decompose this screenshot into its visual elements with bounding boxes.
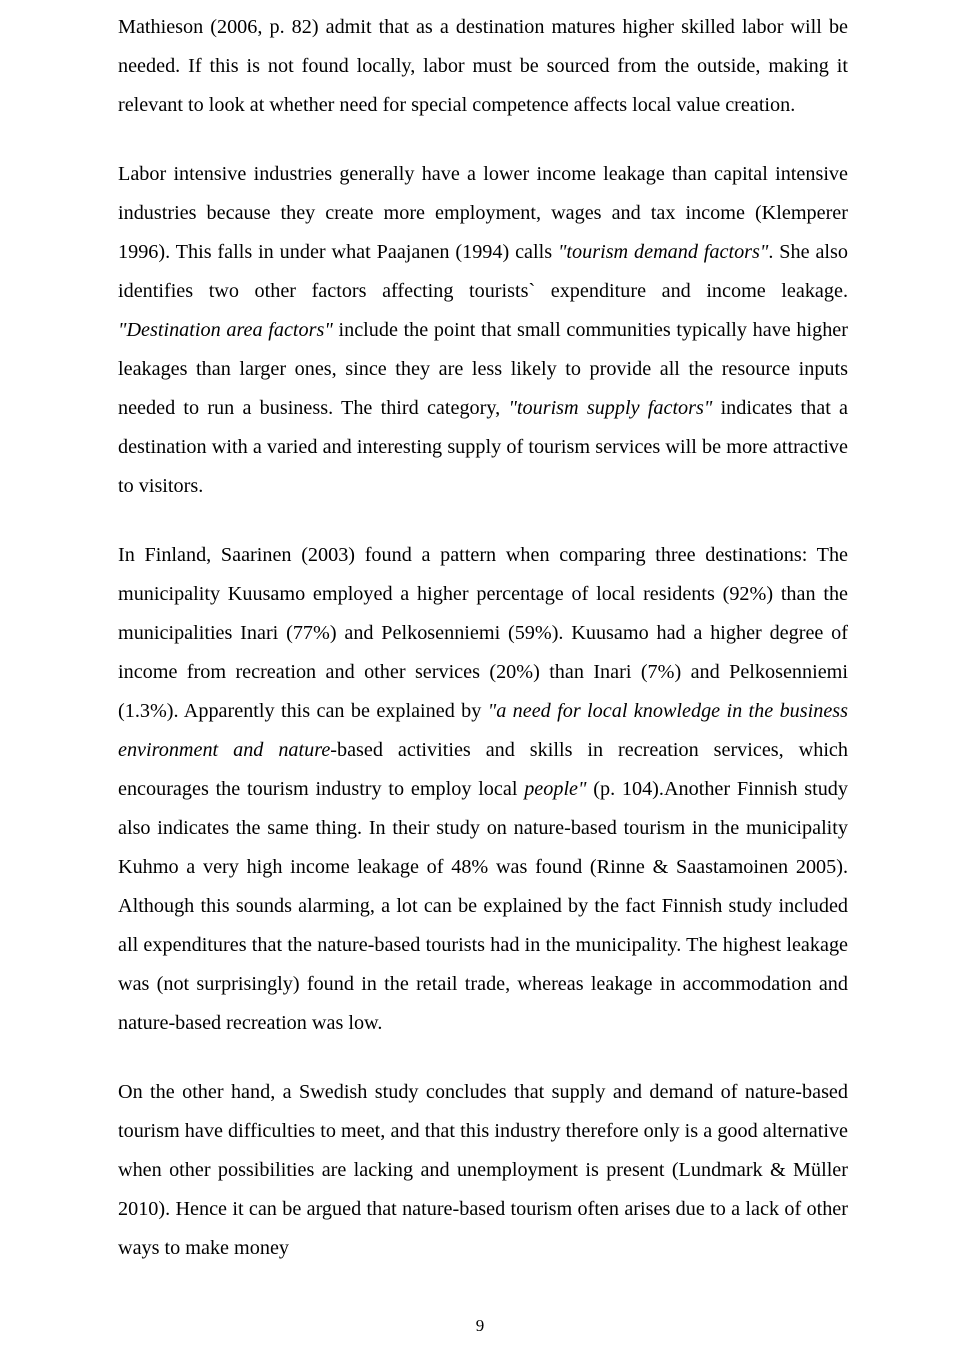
paragraph-1: Mathieson (2006, p. 82) admit that as a … [118, 8, 848, 125]
italic-phrase: people" [524, 778, 586, 800]
paragraph-3: In Finland, Saarinen (2003) found a patt… [118, 536, 848, 1043]
page-number: 9 [0, 1316, 960, 1336]
paragraph-4: On the other hand, a Swedish study concl… [118, 1073, 848, 1268]
italic-phrase: "tourism supply factors" [508, 397, 712, 419]
body-text: In Finland, Saarinen (2003) found a patt… [118, 544, 848, 722]
body-text: (p. 104).Another Finnish study also indi… [118, 778, 848, 1034]
body-text: On the other hand, a Swedish study concl… [118, 1081, 848, 1259]
italic-phrase: "tourism demand factors" [558, 241, 768, 263]
page-content: Mathieson (2006, p. 82) admit that as a … [0, 0, 960, 1268]
body-text: Mathieson (2006, p. 82) admit that as a … [118, 16, 848, 116]
paragraph-2: Labor intensive industries generally hav… [118, 155, 848, 506]
italic-phrase: "Destination area factors" [118, 319, 333, 341]
